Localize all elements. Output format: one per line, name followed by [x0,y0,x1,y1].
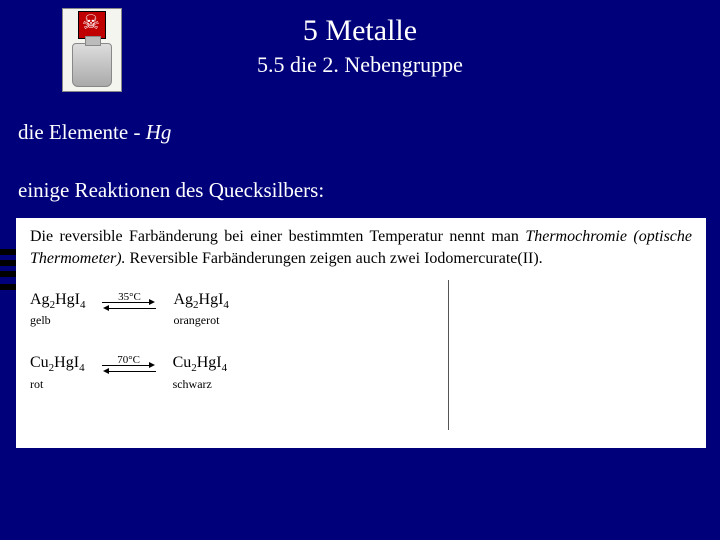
formula-left: Cu2HgI4 [30,354,85,374]
thermochromy-paragraph: Die reversible Farbänderung bei einer be… [30,226,692,269]
product: Ag2HgI4 orangerot [173,291,228,328]
formula-right: Cu2HgI4 [173,354,228,374]
slide-title: 5 Metalle [0,14,720,48]
slide-subtitle: 5.5 die 2. Nebengruppe [0,52,720,78]
section-heading: die Elemente - Hg [18,120,171,145]
intro-line: einige Reaktionen des Quecksilbers: [18,178,324,203]
equilibrium-arrow: 35°C [99,291,159,311]
formula-left: Ag2HgI4 [30,291,85,311]
para-pre: Die reversible Farbänderung bei einer be… [30,228,525,245]
color-label: gelb [30,313,51,328]
reactions-block: Ag2HgI4 gelb 35°C Ag2HgI4 orangerot Cu2H… [30,291,692,391]
reactant: Cu2HgI4 rot [30,354,85,391]
section-prefix: die Elemente - [18,120,146,144]
double-arrow-icon [102,364,156,374]
color-label: schwarz [173,377,212,392]
divider-line [448,280,449,430]
color-label: orangerot [173,313,219,328]
reaction-row: Ag2HgI4 gelb 35°C Ag2HgI4 orangerot [30,291,692,328]
formula-right: Ag2HgI4 [173,291,228,311]
slide: 5 Metalle 5.5 die 2. Nebengruppe die Ele… [0,0,720,540]
reaction-row: Cu2HgI4 rot 70°C Cu2HgI4 schwarz [30,354,692,391]
para-post: Reversible Farbänderungen zeigen auch zw… [126,250,543,267]
reactant: Ag2HgI4 gelb [30,291,85,328]
double-arrow-icon [102,301,156,311]
section-element: Hg [146,120,172,144]
color-label: rot [30,377,43,392]
product: Cu2HgI4 schwarz [173,354,228,391]
equilibrium-arrow: 70°C [99,354,159,374]
content-excerpt: Die reversible Farbänderung bei einer be… [16,218,706,448]
